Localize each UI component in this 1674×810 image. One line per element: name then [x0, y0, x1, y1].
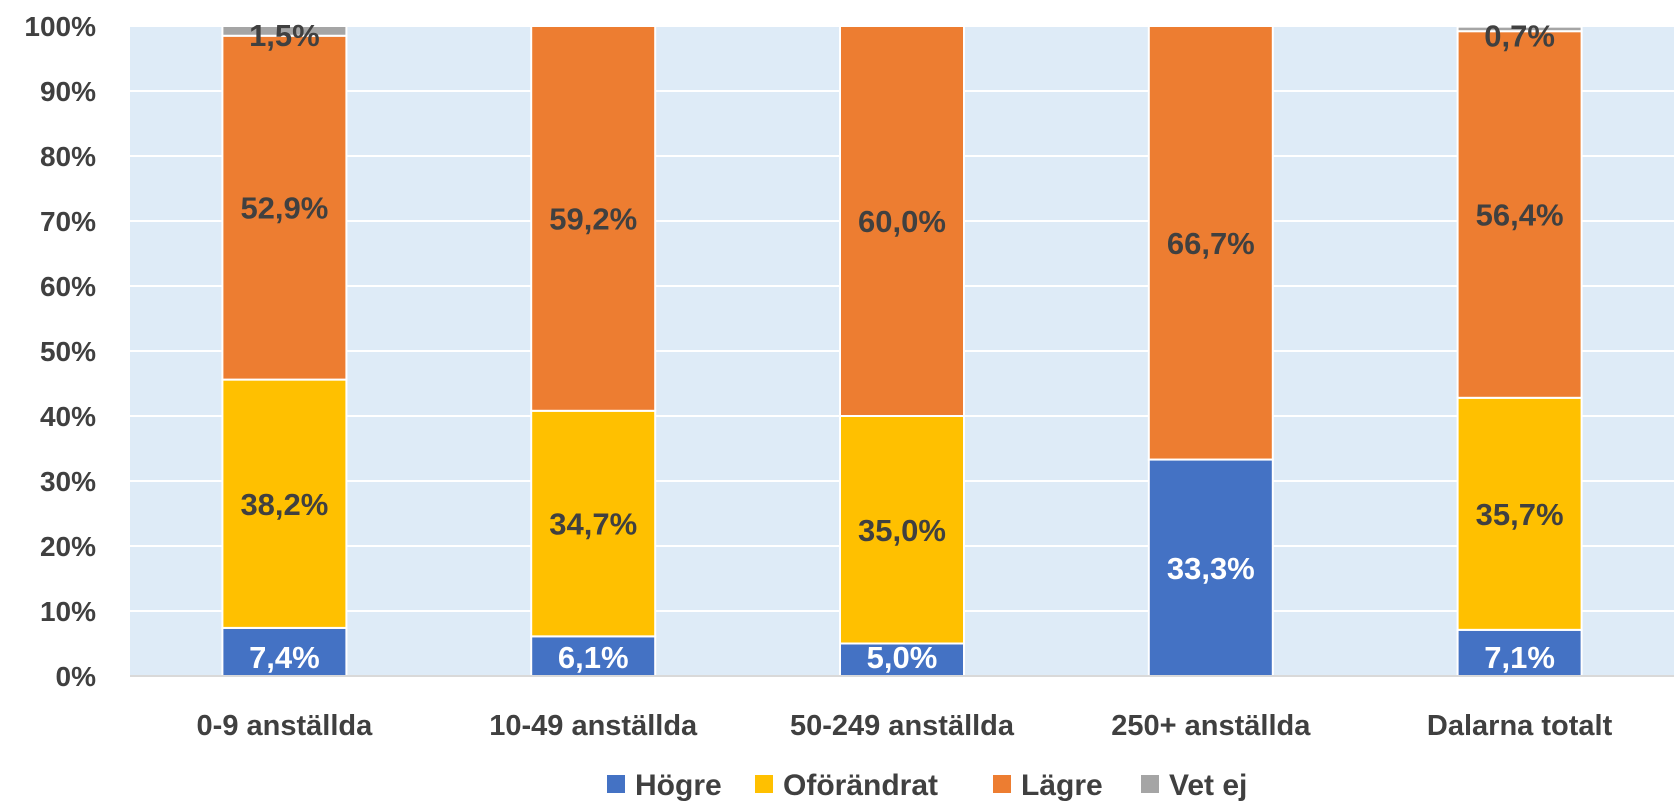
- legend-label: Vet ej: [1169, 769, 1247, 802]
- legend-label: Oförändrat: [783, 769, 938, 802]
- legend-label: Högre: [635, 769, 722, 802]
- bar-segment: [839, 642, 965, 677]
- bar-segment: [1147, 458, 1274, 677]
- legend-swatch: [993, 775, 1011, 793]
- y-tick-label: 50%: [40, 336, 96, 367]
- legend-label: Lägre: [1021, 769, 1103, 802]
- data-label: 60,0%: [858, 204, 946, 239]
- data-label: 33,3%: [1167, 551, 1255, 586]
- data-label: 0,7%: [1484, 19, 1555, 54]
- data-label: 59,2%: [549, 201, 637, 236]
- y-tick-label: 10%: [40, 596, 96, 627]
- y-axis: 0% 10% 20% 30% 40% 50% 60% 70% 80% 90% 100%: [24, 11, 96, 692]
- y-tick-label: 90%: [40, 76, 96, 107]
- legend-item: Vet ej: [1141, 769, 1247, 802]
- legend: Högre Oförändrat Lägre Vet ej: [607, 769, 1247, 802]
- y-tick-label: 20%: [40, 531, 96, 562]
- legend-item: Oförändrat: [755, 769, 938, 802]
- y-tick-label: 40%: [40, 401, 96, 432]
- data-label: 5,0%: [867, 640, 938, 675]
- x-tick-label: 250+ anställda: [1111, 710, 1311, 742]
- bar-segment: [839, 25, 965, 417]
- bars: 7,4% 38,2% 52,9% 1,5% 6,1% 34,7% 59,2% 5,0% 35,0…: [221, 18, 1583, 678]
- bar-segment: [221, 34, 348, 381]
- data-label: 56,4%: [1476, 198, 1564, 233]
- y-tick-label: 80%: [40, 141, 96, 172]
- data-label: 1,5%: [249, 18, 320, 53]
- data-label: 66,7%: [1167, 226, 1255, 261]
- bar-segment: [530, 409, 657, 638]
- legend-item: Lägre: [993, 769, 1103, 802]
- legend-swatch: [607, 775, 625, 793]
- data-label: 38,2%: [240, 487, 328, 522]
- x-tick-label: Dalarna totalt: [1427, 710, 1613, 742]
- y-tick-label: 70%: [40, 206, 96, 237]
- bar-segment: [1456, 30, 1583, 399]
- bar-segment: [839, 415, 965, 645]
- y-tick-label: 30%: [40, 466, 96, 497]
- data-label: 35,7%: [1476, 497, 1564, 532]
- x-tick-label: 0-9 anställda: [197, 710, 374, 742]
- bar-segment: [1147, 25, 1274, 461]
- bar-segment: [1456, 396, 1583, 631]
- x-axis: 0-9 anställda 10-49 anställda 50-249 anstä…: [130, 675, 1674, 742]
- x-tick-label: 50-249 anställda: [790, 710, 1015, 742]
- legend-swatch: [755, 775, 773, 793]
- data-label: 35,0%: [858, 513, 946, 548]
- legend-item: Högre: [607, 769, 722, 802]
- bar-segment: [1456, 25, 1583, 33]
- bar-segment: [221, 25, 348, 37]
- y-tick-label: 100%: [24, 11, 96, 42]
- data-label: 52,9%: [240, 191, 328, 226]
- bar-segment: [530, 25, 657, 412]
- bar-segment: [221, 378, 348, 629]
- legend-swatch: [1141, 775, 1159, 793]
- data-label: 7,1%: [1484, 640, 1555, 675]
- data-label: 6,1%: [558, 640, 629, 675]
- data-label: 34,7%: [549, 507, 637, 542]
- x-tick-label: 10-49 anställda: [489, 710, 698, 742]
- y-tick-label: 0%: [56, 661, 97, 692]
- data-label: 7,4%: [249, 640, 320, 675]
- y-tick-label: 60%: [40, 271, 96, 302]
